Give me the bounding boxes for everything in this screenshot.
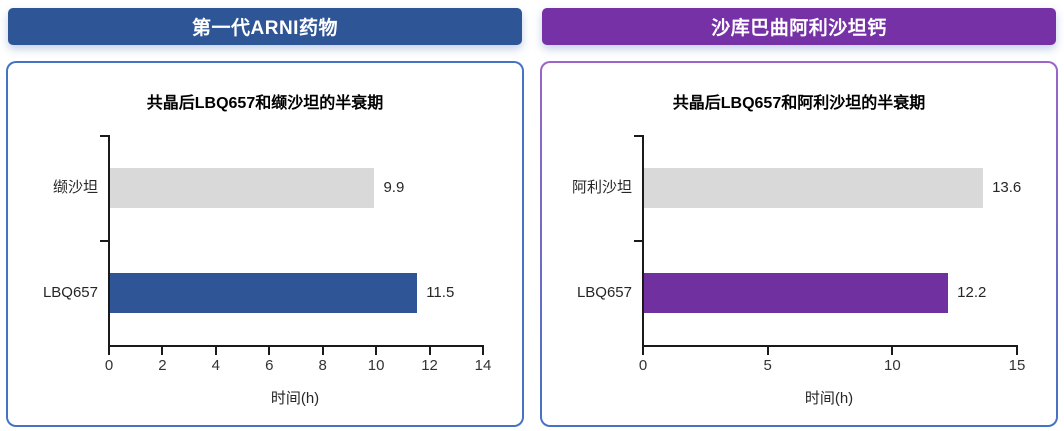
value-label: 9.9 <box>383 178 405 196</box>
x-tick-label: 0 <box>104 357 114 374</box>
x-tick-label: 2 <box>158 357 167 374</box>
bar-chart-allisartan: 0 5 10 15 阿利沙坦 13.6 LBQ657 12.2 时间(h) <box>554 135 1044 407</box>
y-tick-mark <box>634 240 642 242</box>
panel-first-gen-arni: 第一代ARNI药物 共晶后LBQ657和缬沙坦的半衰期 0 2 4 6 8 10 12 14 缬… <box>6 0 524 431</box>
x-tick-label: 6 <box>265 357 274 374</box>
x-tick-label: 8 <box>318 357 327 374</box>
x-tick-label: 10 <box>883 357 901 374</box>
chart-title: 共晶后LBQ657和阿利沙坦的半衰期 <box>672 95 926 112</box>
x-tick-mark <box>214 345 217 355</box>
x-tick-label: 4 <box>211 357 221 374</box>
x-axis-title: 时间(h) <box>804 390 854 407</box>
bar <box>644 167 984 208</box>
x-tick-mark <box>1016 345 1018 355</box>
x-tick-mark <box>375 345 378 355</box>
chart-card-border: 共晶后LBQ657和缬沙坦的半衰期 0 2 4 6 8 10 12 14 缬沙坦 9.9 LBQ65… <box>6 61 524 427</box>
bar <box>110 272 418 313</box>
x-tick-mark <box>642 345 644 355</box>
x-tick-mark <box>161 345 164 355</box>
value-label: 13.6 <box>992 178 1022 196</box>
x-axis-line <box>642 345 1018 347</box>
x-axis-title: 时间(h) <box>270 390 320 407</box>
x-tick-label: 10 <box>367 357 385 374</box>
bar <box>110 167 375 208</box>
x-tick-mark <box>482 345 484 355</box>
chart-card-border: 共晶后LBQ657和阿利沙坦的半衰期 0 5 10 15 阿利沙坦 13.6 LBQ657 1… <box>540 61 1058 427</box>
x-tick-mark <box>891 345 894 355</box>
y-tick-mark <box>634 135 642 137</box>
chart-title: 共晶后LBQ657和缬沙坦的半衰期 <box>146 95 384 112</box>
bar-chart-valsartan: 0 2 4 6 8 10 12 14 缬沙坦 9.9 LBQ657 11.5 时间(h) <box>20 135 510 407</box>
chart-card: 共晶后LBQ657和阿利沙坦的半衰期 0 5 10 15 阿利沙坦 13.6 LBQ657 1… <box>542 63 1056 425</box>
y-tick-mark <box>100 240 108 242</box>
x-tick-mark <box>268 345 271 355</box>
x-tick-mark <box>108 345 110 355</box>
category-label: LBQ657 <box>576 283 632 301</box>
category-label: LBQ657 <box>42 283 98 301</box>
panel-sacubitril-allisartan: 沙库巴曲阿利沙坦钙 共晶后LBQ657和阿利沙坦的半衰期 0 5 10 15 阿利沙坦 1… <box>540 0 1058 431</box>
bar <box>644 272 949 313</box>
value-label: 11.5 <box>426 283 455 301</box>
y-axis-line <box>108 135 110 347</box>
x-tick-mark <box>766 345 769 355</box>
category-label: 缬沙坦 <box>52 178 98 196</box>
x-tick-label: 0 <box>638 357 648 374</box>
x-tick-label: 15 <box>1008 357 1026 374</box>
x-tick-mark <box>428 345 431 355</box>
x-tick-label: 12 <box>421 357 438 374</box>
x-tick-label: 14 <box>474 357 492 374</box>
x-axis-line <box>108 345 484 347</box>
x-tick-label: 5 <box>763 357 772 374</box>
x-tick-mark <box>321 345 324 355</box>
header-banner-sacubitril-allisartan: 沙库巴曲阿利沙坦钙 <box>542 8 1056 45</box>
chart-card: 共晶后LBQ657和缬沙坦的半衰期 0 2 4 6 8 10 12 14 缬沙坦 9.9 LBQ65… <box>8 63 522 425</box>
value-label: 12.2 <box>957 283 987 301</box>
y-axis-line <box>642 135 644 347</box>
category-label: 阿利沙坦 <box>571 178 632 196</box>
header-banner-first-gen-arni: 第一代ARNI药物 <box>8 8 522 45</box>
y-tick-mark <box>100 135 108 137</box>
